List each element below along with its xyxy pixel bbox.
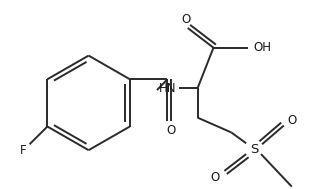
Text: O: O [167,124,176,137]
Text: S: S [250,143,258,156]
Text: O: O [181,13,190,26]
Text: O: O [287,114,296,127]
Text: HN: HN [159,82,177,95]
Text: O: O [211,171,220,184]
Text: OH: OH [253,41,271,54]
Text: F: F [20,144,27,157]
